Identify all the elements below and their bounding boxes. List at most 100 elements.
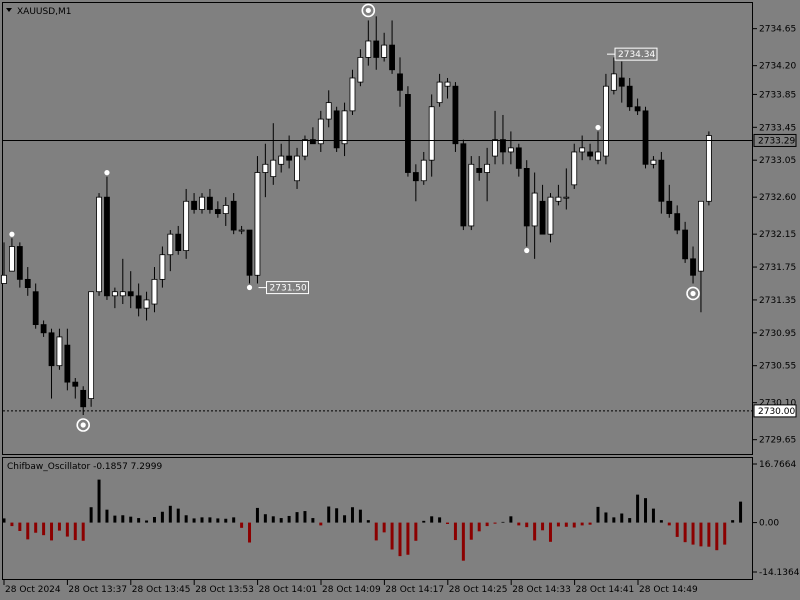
- bear-candle: [405, 94, 411, 173]
- bear-candle: [40, 324, 47, 334]
- current-price-badge: [753, 133, 797, 147]
- bull-candle: [270, 159, 277, 178]
- bear-candle: [64, 344, 71, 383]
- bear-candle: [587, 151, 593, 157]
- price-axis: 2734.65 2734.20 2733.85 2733.45 2733.05 2732.…: [753, 25, 796, 446]
- oscillator-histogram: 16.7664 0.00 -14.1364: [2, 460, 800, 578]
- price-tick-label: 2730.10: [759, 399, 796, 409]
- bull-candle: [325, 102, 332, 120]
- price-tick-label: 2733.85: [759, 90, 796, 100]
- price-tick-label: 2734.65: [759, 25, 796, 35]
- main-chart-frame: [2, 2, 753, 455]
- bull-candle: [278, 155, 285, 165]
- time-tick-label: 28 Oct 13:53: [195, 585, 254, 595]
- bull-candle: [151, 278, 158, 305]
- bull-candle: [143, 299, 150, 309]
- bull-candle: [705, 135, 712, 202]
- bull-candle: [492, 139, 498, 157]
- bull-candle: [563, 196, 570, 199]
- swing-dot-marker: [9, 231, 15, 237]
- chevron-down-icon[interactable]: [6, 8, 12, 12]
- candlestick-series: [1, 16, 712, 416]
- bear-candle: [523, 168, 530, 227]
- bull-candle: [317, 118, 324, 145]
- bear-candle: [500, 139, 506, 153]
- bear-candle: [476, 168, 483, 173]
- bear-candle: [214, 209, 221, 215]
- bull-candle: [468, 163, 475, 227]
- dotted-level-label: 2730.00: [758, 407, 795, 417]
- time-tick-label: 28 Oct 14:09: [322, 585, 381, 595]
- bear-candle: [16, 246, 23, 280]
- bull-candle: [436, 81, 443, 104]
- bull-candle: [547, 196, 554, 235]
- bear-candle: [72, 381, 79, 387]
- bear-candle: [634, 106, 641, 112]
- chart-title: XAUUSD,M1: [17, 7, 72, 17]
- bear-candle: [48, 332, 55, 367]
- annotation-box: [266, 281, 310, 295]
- time-axis: 28 Oct 2024 28 Oct 13:37 28 Oct 13:45 28 Oc…: [3, 580, 698, 595]
- bull-candle: [571, 151, 578, 186]
- bull-candle: [96, 196, 102, 293]
- bear-candle: [642, 110, 649, 165]
- bear-candle: [666, 200, 673, 215]
- time-tick-label: 28 Oct 14:49: [639, 585, 698, 595]
- bear-candle: [104, 196, 110, 297]
- bear-candle: [515, 147, 522, 169]
- bear-candle: [24, 278, 31, 288]
- time-tick-label: 28 Oct 14:01: [259, 585, 318, 595]
- bull-candle: [349, 77, 356, 112]
- bear-candle: [658, 159, 665, 202]
- time-tick-label: 28 Oct 14:33: [512, 585, 571, 595]
- ring-marker: [76, 418, 90, 432]
- dotted-level-badge: [753, 404, 797, 418]
- current-price-label: 2733.29: [758, 136, 795, 146]
- price-tick-label: 2731.75: [759, 263, 796, 273]
- time-tick-label: 28 Oct 14:41: [576, 585, 635, 595]
- bull-candle: [555, 196, 562, 202]
- bear-candle: [539, 200, 546, 235]
- swing-dot-marker: [104, 170, 110, 176]
- bull-candle: [610, 73, 617, 91]
- swing-dot-marker: [524, 247, 530, 254]
- swing-dot-marker: [246, 284, 253, 291]
- bear-candle: [618, 77, 625, 87]
- price-levels: 2733.29 2730.00: [3, 133, 797, 418]
- annotation-label: 2734.34: [618, 50, 655, 60]
- bull-candle: [119, 291, 126, 297]
- time-tick-label: 28 Oct 2024: [5, 585, 61, 595]
- ring-marker-center: [690, 290, 696, 297]
- bear-candle: [191, 200, 197, 210]
- bull-candle: [444, 81, 451, 87]
- bull-candle: [1, 274, 7, 284]
- bull-candle: [56, 336, 63, 367]
- bear-candle: [333, 110, 340, 149]
- ring-marker: [361, 3, 376, 18]
- bear-candle: [80, 389, 87, 408]
- bull-candle: [341, 110, 348, 145]
- bull-candle: [698, 200, 704, 272]
- oscillator-title: Chifbaw_Oscillator -0.1857 7.2999: [7, 462, 162, 472]
- bull-candle: [595, 151, 601, 161]
- time-tick-label: 28 Oct 14:17: [385, 585, 444, 595]
- bear-candle: [682, 229, 689, 260]
- bear-candle: [246, 229, 253, 276]
- oscillator-tick-label: 16.7664: [759, 460, 796, 470]
- time-tick-label: 28 Oct 14:25: [449, 585, 508, 595]
- swing-dot-marker: [595, 124, 601, 131]
- bull-candle: [111, 291, 118, 297]
- annotation-box: [614, 47, 658, 61]
- bear-candle: [286, 155, 293, 161]
- price-tick-label: 2731.35: [759, 296, 796, 306]
- price-tick-label: 2732.60: [759, 193, 796, 203]
- bear-candle: [135, 295, 142, 309]
- time-tick-label: 28 Oct 13:45: [132, 585, 191, 595]
- bull-candle: [294, 155, 300, 182]
- bear-candle: [389, 44, 395, 71]
- oscillator-tick-label: -14.1364: [759, 568, 800, 578]
- price-tick-label: 2729.65: [759, 436, 796, 446]
- bull-candle: [199, 196, 205, 210]
- bull-candle: [428, 106, 435, 161]
